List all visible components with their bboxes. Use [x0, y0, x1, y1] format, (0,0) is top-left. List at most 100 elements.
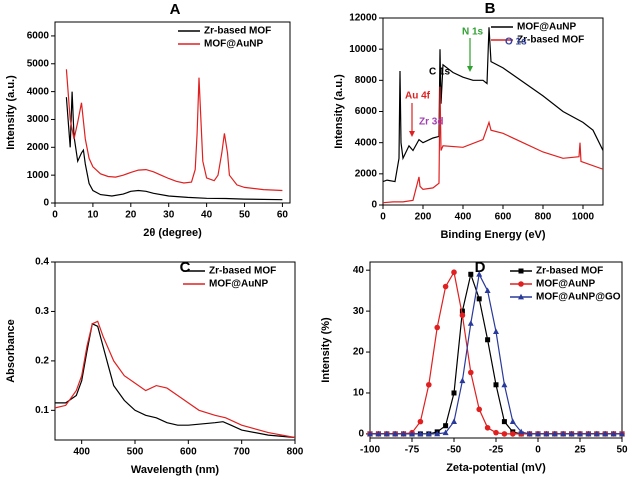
legend-label: Zr-based MOF [517, 35, 584, 46]
y-tick-label: 40 [353, 265, 365, 276]
marker [493, 328, 499, 334]
x-tick-label: -75 [405, 445, 420, 456]
x-tick-label: 700 [233, 447, 250, 458]
marker [484, 424, 491, 431]
y-tick-label: 0 [358, 429, 364, 440]
annotation: Au 4f [405, 91, 431, 102]
legend-label: Zr-based MOF [204, 26, 271, 37]
x-tick-label: -50 [447, 445, 462, 456]
plot-frame [54, 261, 296, 441]
y-tick-label: 6000 [355, 106, 378, 117]
series-line [55, 322, 295, 439]
marker [551, 430, 558, 437]
x-tick-label: 600 [180, 447, 197, 458]
marker [417, 430, 424, 437]
x-tick-label: 800 [287, 447, 304, 458]
marker [434, 430, 441, 437]
x-tick-label: 600 [495, 212, 512, 223]
marker [501, 419, 507, 425]
marker [602, 430, 609, 437]
marker [434, 324, 441, 331]
annotation: Zr 3d [419, 117, 443, 128]
marker [577, 430, 583, 437]
marker [485, 337, 491, 343]
y-tick-label: 10 [353, 388, 365, 399]
marker [585, 430, 592, 437]
legend-label: MOF@AuNP [209, 279, 269, 290]
marker [501, 431, 508, 437]
y-axis-label: Intensity (%) [320, 317, 332, 383]
x-tick-label: 1000 [572, 212, 595, 223]
y-axis-label: Absorbance [5, 319, 17, 383]
y-axis-label: Intensity (a.u.) [5, 75, 17, 150]
annotation: N 1s [462, 27, 484, 38]
series-line [383, 86, 603, 204]
marker [619, 430, 625, 437]
marker [526, 430, 533, 437]
x-tick-label: 20 [125, 210, 137, 221]
marker [400, 430, 407, 437]
y-tick-label: 2000 [27, 142, 50, 153]
marker [493, 382, 499, 388]
y-tick-label: 0.4 [35, 257, 49, 268]
y-tick-label: 0 [371, 200, 377, 211]
marker [543, 430, 550, 437]
annotation: O 1s [505, 37, 527, 48]
x-tick-label: 500 [127, 447, 144, 458]
y-tick-label: 5000 [27, 58, 50, 69]
marker [451, 269, 457, 276]
y-tick-label: 2000 [355, 168, 378, 179]
y-tick-label: 0.2 [35, 356, 49, 367]
x-tick-label: 60 [277, 210, 289, 221]
marker [468, 369, 474, 376]
x-axis-label: Wavelength (nm) [131, 464, 220, 476]
marker [509, 418, 516, 425]
y-tick-label: 12000 [349, 13, 377, 24]
series-line [55, 320, 295, 439]
marker [367, 430, 373, 437]
y-tick-label: 4000 [27, 86, 50, 97]
y-tick-label: 0.1 [35, 405, 49, 416]
x-tick-label: 0 [52, 210, 58, 221]
x-tick-label: 0 [535, 445, 541, 456]
x-axis-label: Binding Energy (eV) [440, 229, 545, 241]
annotation: C 1s [429, 67, 451, 78]
y-tick-label: 8000 [355, 75, 378, 86]
marker [392, 430, 399, 437]
x-tick-label: 200 [415, 212, 432, 223]
marker [610, 430, 617, 437]
marker [417, 418, 424, 425]
x-tick-label: 40 [201, 210, 213, 221]
arrow-head [467, 66, 473, 72]
panel-title: C [180, 259, 191, 276]
y-tick-label: 6000 [27, 31, 50, 42]
y-tick-label: 20 [353, 347, 365, 358]
marker [442, 429, 449, 436]
panel-title: B [485, 0, 496, 17]
x-axis-label: Zeta-potential (mV) [446, 462, 546, 474]
x-tick-label: 400 [455, 212, 472, 223]
marker [443, 423, 449, 429]
x-tick-label: 400 [73, 447, 90, 458]
marker [560, 430, 567, 437]
y-tick-label: 10000 [349, 44, 377, 55]
marker [375, 430, 382, 437]
marker [459, 312, 466, 319]
marker [425, 430, 432, 437]
marker [568, 430, 575, 437]
series-line [65, 91, 283, 201]
marker [442, 283, 449, 290]
legend-marker [518, 268, 524, 274]
marker [593, 430, 600, 437]
plot-frame [382, 17, 604, 206]
x-tick-label: 30 [163, 210, 175, 221]
marker [451, 390, 457, 396]
marker [476, 296, 482, 302]
x-tick-label: -25 [489, 445, 504, 456]
legend-label: MOF@AuNP@GO [536, 292, 621, 303]
series-line [65, 69, 283, 192]
series-line [383, 27, 603, 183]
x-axis-label: 2θ (degree) [143, 227, 202, 239]
legend-label: MOF@AuNP [517, 22, 577, 33]
